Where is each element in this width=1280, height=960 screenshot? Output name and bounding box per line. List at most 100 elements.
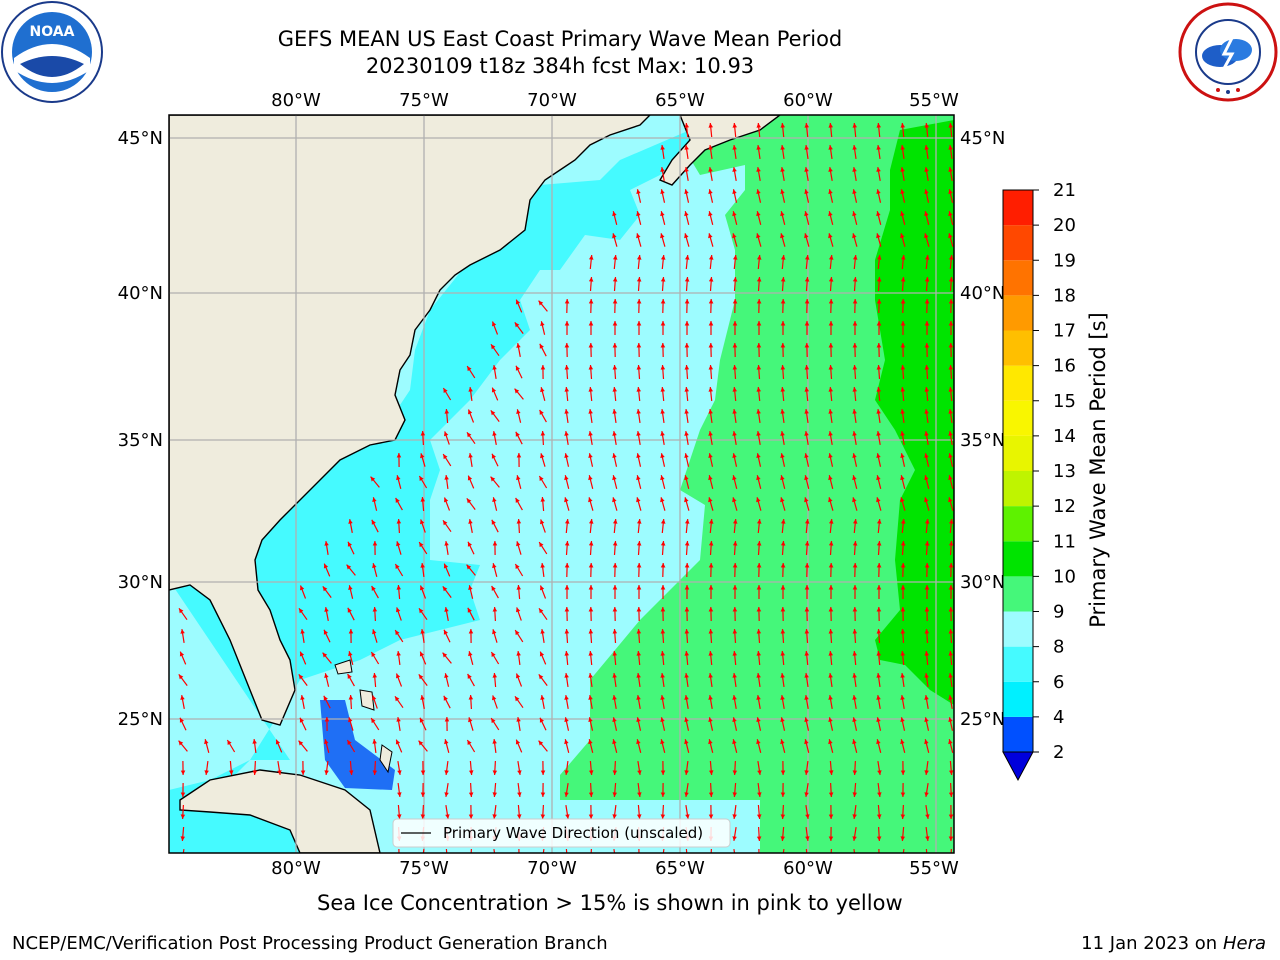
wave-arrow-head — [229, 770, 234, 775]
wave-arrow-head — [589, 770, 594, 775]
wave-arrow-head — [467, 475, 473, 481]
wave-arrow-head — [876, 541, 882, 546]
wave-arrow-head — [684, 629, 690, 634]
wave-arrow-head — [804, 343, 810, 348]
wave-arrow-head — [780, 277, 786, 282]
wave-arrow-head — [876, 145, 881, 150]
wave-arrow-head — [660, 651, 665, 656]
wave-arrow-head — [876, 607, 882, 612]
wave-arrow-head — [948, 836, 954, 841]
wave-arrow-head — [564, 673, 569, 678]
wave-arrow-head — [588, 814, 594, 819]
wave-arrow-head — [564, 563, 570, 568]
wave-arrow-head — [444, 497, 449, 503]
wave-arrow-head — [612, 717, 617, 722]
wave-arrow-head — [852, 563, 858, 568]
wave-arrow-head — [564, 475, 569, 481]
wave-arrow-head — [397, 770, 402, 775]
wave-arrow-head — [517, 770, 522, 775]
wave-arrow-head — [516, 453, 522, 458]
wave-arrow-head — [732, 211, 737, 217]
wave-arrow-head — [829, 255, 834, 260]
wave-arrow — [805, 848, 808, 853]
wave-arrow-head — [684, 365, 690, 370]
wave-arrow-head — [588, 541, 594, 546]
wave-arrow-head — [709, 858, 714, 863]
colorbar-segment — [1003, 400, 1033, 436]
wave-arrow-head — [636, 695, 641, 700]
wave-arrow-head — [829, 519, 834, 524]
wave-arrow-head — [708, 541, 714, 546]
wave-arrow-head — [852, 585, 858, 590]
wave-arrow-head — [948, 431, 953, 436]
wave-arrow-head — [612, 770, 618, 775]
map-frame — [168, 114, 955, 854]
wave-arrow-head — [516, 343, 521, 348]
wave-arrow-head — [468, 409, 473, 415]
wave-arrow-head — [756, 541, 762, 546]
wave-arrow-head — [780, 792, 786, 797]
wave-arrow-head — [588, 695, 593, 700]
wave-arrow-head — [539, 651, 545, 657]
wave-arrow-head — [780, 321, 786, 326]
wave-arrow-head — [612, 453, 617, 458]
wave-arrow-head — [300, 695, 305, 700]
wave-arrow-head — [852, 651, 857, 656]
wave-arrow-head — [540, 387, 545, 393]
wave-direction-arrows — [178, 122, 954, 863]
wave-arrow-head — [468, 387, 473, 392]
wave-arrow-head — [252, 770, 258, 775]
wave-arrow-head — [804, 453, 809, 458]
wave-arrow-head — [420, 563, 425, 568]
wave-arrow-head — [732, 695, 737, 700]
wave-arrow-head — [852, 717, 857, 722]
wave-arrow-head — [564, 792, 569, 797]
wave-arrow-head — [612, 563, 618, 568]
wave-arrow-head — [684, 299, 690, 304]
wave-arrow-head — [564, 387, 569, 392]
wave-arrow-head — [588, 792, 594, 797]
wave-arrow-head — [516, 717, 521, 722]
wave-arrow-head — [756, 211, 761, 217]
wave-arrow-head — [180, 629, 185, 634]
wave-arrow-head — [564, 629, 570, 634]
wave-arrow-head — [492, 673, 497, 678]
wave-arrow-head — [323, 695, 328, 701]
wave-arrow-head — [924, 211, 929, 217]
wave-arrow-head — [876, 387, 881, 392]
wave-arrow-head — [660, 739, 665, 745]
wave-arrow-head — [660, 365, 666, 370]
wave-arrow-head — [636, 475, 641, 481]
wave-arrow-head — [660, 189, 665, 194]
wave-arrow-head — [756, 563, 762, 568]
colorbar-segment — [1003, 295, 1033, 331]
wave-arrow-head — [420, 814, 426, 819]
wave-arrow-head — [299, 717, 304, 723]
wave-arrow-head — [828, 629, 834, 634]
wave-arrow-head — [588, 563, 594, 568]
wave-arrow-head — [925, 836, 930, 841]
wave-arrow-head — [636, 321, 642, 326]
wave-arrow-head — [492, 739, 497, 744]
wave-arrow-head — [732, 321, 738, 326]
colorbar-segment — [1003, 365, 1033, 401]
wave-arrow-head — [444, 409, 449, 414]
wave-arrow-head — [708, 695, 713, 700]
wave-arrow-head — [420, 792, 426, 797]
wave-arrow-head — [828, 814, 834, 819]
wave-arrow-head — [708, 299, 714, 304]
wave-arrow-head — [948, 123, 953, 128]
wave-arrow-head — [491, 344, 496, 350]
wave-arrow-head — [396, 519, 402, 524]
colorbar-tick-label: 8 — [1053, 637, 1064, 658]
wave-arrow-head — [492, 431, 497, 436]
wave-arrow-head — [900, 858, 905, 863]
wave-arrow-head — [948, 585, 954, 590]
colorbar: 2 4 6 8 9 10 11 12 13 14 15 16 17 18 19 20 21 — [1002, 180, 1076, 782]
colorbar-segment — [1003, 260, 1033, 296]
wave-arrow-head — [732, 717, 737, 722]
wave-arrow-head — [371, 652, 376, 657]
wave-arrow-head — [492, 321, 497, 327]
wave-arrow-head — [372, 739, 377, 744]
wave-arrow-head — [732, 299, 738, 304]
